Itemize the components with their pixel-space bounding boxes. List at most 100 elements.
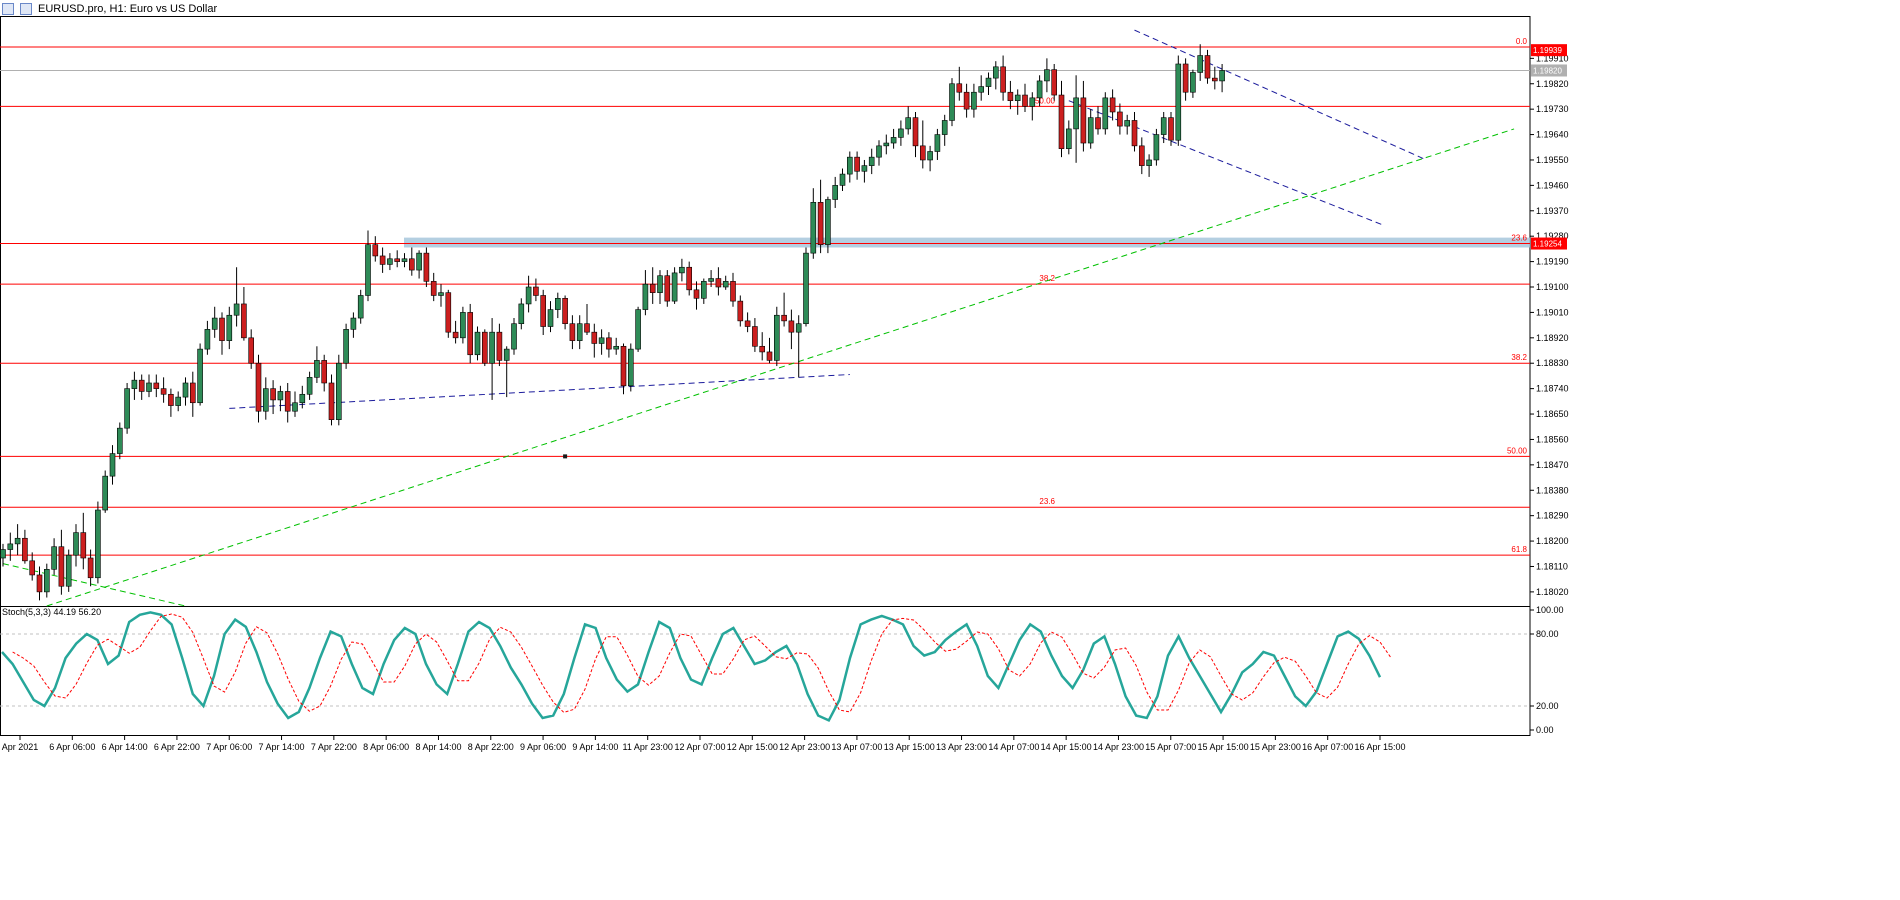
candle [328, 374, 335, 426]
candle [1219, 63, 1225, 93]
stochastic-frame [0, 606, 1531, 736]
candle-body [890, 137, 897, 144]
candle [270, 380, 276, 415]
candle [627, 343, 634, 392]
candle [474, 326, 481, 361]
candle-body [474, 331, 481, 356]
candle-body [912, 117, 919, 147]
price-tick-label: 1.18470 [1536, 460, 1569, 470]
candle-body [540, 295, 547, 327]
candle-body [379, 255, 386, 265]
candle-body [1168, 117, 1174, 141]
trendline-blue-channel-bottom[interactable] [1068, 100, 1383, 226]
candle-body [832, 185, 839, 200]
candle [29, 552, 36, 581]
candle-body [175, 396, 181, 406]
candle-body [576, 323, 583, 341]
time-axis-label: 14 Apr 15:00 [1041, 742, 1092, 752]
candle [795, 315, 802, 378]
candle [890, 128, 897, 149]
candle [978, 75, 985, 101]
candle [95, 501, 101, 584]
candle-body [759, 345, 766, 353]
time-axis-label: Apr 2021 [2, 742, 39, 752]
candle-body [868, 156, 875, 166]
candle-body [51, 546, 57, 570]
candle-body [803, 252, 809, 325]
candle [686, 261, 693, 296]
candle-body [467, 312, 474, 356]
candle [58, 529, 65, 595]
candle [533, 278, 539, 302]
candle-body [460, 312, 466, 339]
candle [175, 391, 181, 412]
candle [788, 309, 795, 350]
candle-body [292, 402, 298, 412]
candle-body [606, 337, 612, 350]
candle-body [1204, 55, 1211, 79]
candle [635, 306, 641, 352]
candle [1139, 137, 1145, 175]
candle [584, 303, 590, 335]
candle-body [241, 303, 247, 339]
candle-body [1190, 72, 1196, 93]
candle-body [489, 331, 495, 364]
candle [379, 247, 386, 273]
candle [1175, 55, 1182, 146]
candle [657, 270, 663, 304]
price-tick-label: 1.19910 [1536, 53, 1569, 63]
candle [36, 566, 43, 601]
candle [956, 66, 963, 101]
candle [481, 329, 488, 367]
candle [467, 303, 474, 364]
candle-body [1124, 120, 1130, 127]
candle [190, 371, 196, 417]
candle [730, 272, 736, 307]
candle-body [898, 128, 904, 138]
candle-body [919, 145, 926, 161]
candle [335, 354, 342, 426]
candle-body [29, 560, 36, 576]
candle-body [0, 549, 6, 559]
candle-body [1182, 63, 1189, 93]
candle-body [197, 348, 203, 404]
price-tick-label: 1.19640 [1536, 130, 1569, 140]
candle-body [408, 258, 415, 271]
time-axis-label: 8 Apr 14:00 [415, 742, 461, 752]
candle-body [1117, 111, 1123, 127]
candle [182, 377, 189, 406]
candle [1131, 111, 1138, 152]
window-icon [2, 3, 14, 15]
time-axis-label: 6 Apr 14:00 [102, 742, 148, 752]
price-tag [1531, 237, 1567, 250]
candle-body [219, 317, 225, 341]
candle [452, 320, 459, 344]
candle-body [934, 134, 941, 152]
candle [992, 61, 999, 90]
level-label: 38.2 [1039, 274, 1055, 283]
candle-body [7, 543, 14, 550]
candle-body [817, 202, 824, 245]
candle [679, 258, 685, 282]
trendline-green-support[interactable] [46, 128, 1515, 607]
candle [1029, 92, 1036, 121]
candle-body [533, 286, 539, 296]
candle [1080, 80, 1087, 152]
price-tick-label: 1.19820 [1536, 79, 1569, 89]
stochastic-main-line [1, 611, 1382, 723]
candle [233, 267, 240, 327]
candle-body [649, 283, 656, 293]
price-tick-label: 1.19190 [1536, 257, 1569, 267]
price-tick-label: 1.19370 [1536, 206, 1569, 216]
candle [204, 320, 211, 355]
candle-body [1109, 97, 1116, 113]
candle [591, 323, 598, 358]
candle [489, 318, 495, 400]
candle-body [65, 554, 72, 587]
candle-body [554, 297, 561, 310]
trendline-blue-channel-top[interactable] [1134, 29, 1427, 161]
time-axis-label: 15 Apr 07:00 [1145, 742, 1196, 752]
chart-icon [20, 3, 32, 15]
